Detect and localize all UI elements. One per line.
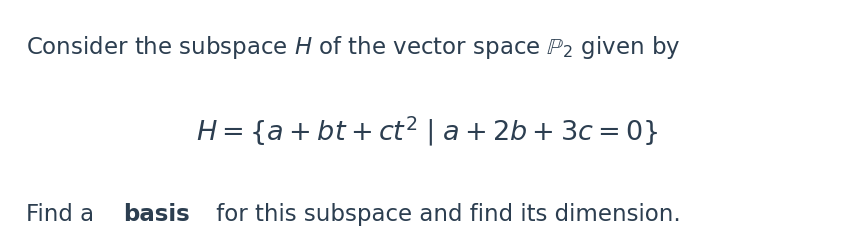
Text: for this subspace and find its dimension.: for this subspace and find its dimension… [209, 203, 680, 226]
Text: $H = \{a + bt + ct^2 \mid a + 2b + 3c = 0\}$: $H = \{a + bt + ct^2 \mid a + 2b + 3c = … [195, 114, 658, 148]
Text: Find a: Find a [26, 203, 101, 226]
Text: Consider the subspace $\boldsymbol{\mathit{H}}$ of the vector space $\mathbb{P}_: Consider the subspace $\boldsymbol{\math… [26, 34, 679, 61]
Text: basis: basis [123, 203, 189, 226]
